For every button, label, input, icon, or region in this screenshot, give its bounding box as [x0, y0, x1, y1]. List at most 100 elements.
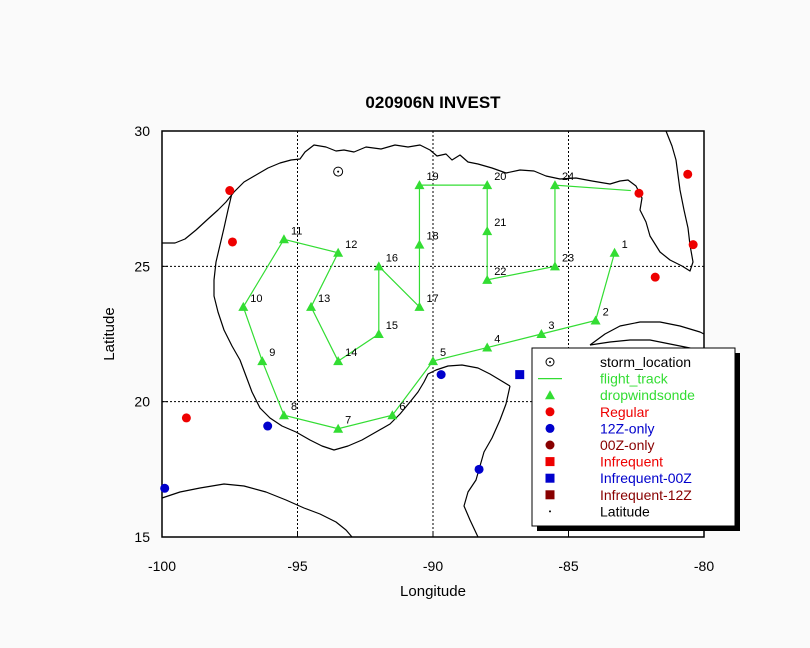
dropwindsonde-label: 24: [562, 171, 574, 183]
legend-infrequent-symbol: [545, 457, 555, 467]
dropwindsonde-label: 11: [291, 225, 302, 237]
dropwindsonde-label: 6: [399, 401, 405, 413]
dropwindsonde-marker: [387, 410, 398, 420]
dropwindsonde-label: 19: [426, 171, 438, 183]
dropwindsonde-marker: [306, 301, 317, 311]
legend-storm-location-label: storm_location: [600, 354, 691, 370]
legend-dropwindsonde-label: dropwindsonde: [600, 387, 695, 403]
dropwindsonde-label: 14: [345, 347, 357, 359]
dropwindsonde-marker: [333, 247, 344, 257]
regular-station-marker: [650, 272, 660, 282]
dropwindsonde-marker: [373, 261, 384, 271]
legend-infrequent-label: Infrequent: [600, 454, 663, 470]
regular-station-marker: [688, 240, 698, 250]
dropwindsonde-marker: [333, 356, 344, 366]
regular-station-marker: [634, 188, 644, 198]
y-axis-label: Latitude: [101, 307, 118, 360]
dropwindsonde-marker: [278, 234, 289, 244]
dropwindsonde-label: 1: [622, 239, 628, 251]
dropwindsonde-marker: [536, 329, 547, 338]
legend-z00-only-label: 00Z-only: [600, 437, 654, 453]
legend-box: [531, 347, 736, 527]
dropwindsonde-label: 9: [269, 347, 275, 359]
x-tick-label: -95: [287, 558, 307, 574]
legend-storm-location-symbol-center: [549, 361, 551, 363]
legend-regular-symbol: [545, 407, 555, 417]
y-tick-label: 20: [134, 394, 150, 410]
dropwindsonde-label: 16: [386, 252, 398, 264]
x-tick-label: -100: [148, 558, 176, 574]
dropwindsonde-label: 17: [426, 293, 438, 305]
storm-location: [333, 166, 344, 177]
dropwindsonde-marker: [257, 356, 268, 366]
dropwindsonde-marker: [549, 261, 560, 271]
legend-z00-only-symbol: [545, 440, 555, 450]
legend-items: storm_locationflight_trackdropwindsondeR…: [538, 354, 695, 519]
dropwindsonde-marker: [590, 315, 601, 325]
dropwindsonde-label: 18: [426, 231, 438, 243]
dropwindsonde-marker: [428, 356, 438, 366]
dropwindsonde-marker: [238, 301, 249, 311]
dropwindsonde-label: 20: [494, 171, 506, 183]
legend-latitude-label: Latitude: [600, 503, 650, 519]
legend-flight-track-label: flight_track: [600, 371, 669, 387]
legend-infrequent-00z-symbol: [545, 473, 555, 483]
legend-infrequent-12z-symbol: [545, 490, 555, 500]
dropwindsonde-label: 10: [250, 293, 262, 305]
legend: storm_locationflight_trackdropwindsondeR…: [531, 347, 740, 531]
dropwindsonde-label: 13: [318, 293, 330, 305]
regular-station-marker: [683, 169, 693, 179]
dropwindsonde-marker: [333, 423, 344, 433]
dropwindsonde-label: 8: [291, 401, 297, 413]
dropwindsonde-marker: [278, 410, 289, 420]
dropwindsonde-marker: [549, 180, 560, 190]
x-axis-label: Longitude: [400, 583, 466, 600]
x-tick-label: -85: [558, 558, 578, 574]
legend-storm-location-symbol: [545, 357, 555, 367]
dropwindsonde-label: 2: [603, 306, 609, 318]
regular-station-marker: [227, 237, 237, 247]
legend-infrequent-12z-label: Infrequent-12Z: [600, 487, 692, 503]
z12-only-station-marker: [263, 421, 273, 431]
legend-z12-only-symbol: [545, 423, 555, 433]
z12-only-station-marker: [160, 483, 170, 493]
y-tick-label: 15: [134, 529, 150, 545]
legend-latitude-symbol: [549, 510, 551, 513]
dropwindsonde-label: 5: [440, 347, 446, 359]
dropwindsonde-marker: [482, 226, 493, 236]
y-tick-label: 30: [134, 123, 150, 139]
legend-infrequent-00z-label: Infrequent-00Z: [600, 470, 692, 486]
dropwindsonde-marker: [414, 180, 425, 190]
legend-regular-label: Regular: [600, 404, 649, 420]
dropwindsonde-marker: [482, 274, 493, 284]
gulf-west-coast: [213, 192, 511, 451]
mexico-south-coast: [161, 483, 353, 538]
x-tick-label: -80: [694, 558, 714, 574]
chart-title: 020906N INVEST: [365, 93, 501, 112]
storm-location-marker: [333, 166, 344, 177]
legend-dropwindsonde-symbol: [545, 390, 555, 400]
dropwindsonde-marker: [609, 247, 620, 257]
infrequent-00z-station-marker: [515, 370, 525, 380]
y-tick-label: 25: [134, 258, 150, 274]
regular-station-marker: [225, 186, 235, 196]
dropwindsonde-label: 7: [345, 415, 351, 427]
dropwindsonde-label: 21: [494, 217, 506, 229]
dropwindsonde-marker: [373, 329, 384, 338]
cuba-outline: [589, 321, 705, 346]
dropwindsonde-marker: [414, 301, 425, 311]
z12-only-station-marker: [474, 464, 484, 474]
dropwindsonde-marker: [414, 239, 425, 249]
dropwindsonde-label: 3: [548, 320, 554, 332]
x-tick-label: -90: [423, 558, 443, 574]
dropwindsonde-label: 15: [386, 320, 398, 332]
dropwindsonde-marker: [482, 342, 493, 352]
dropwindsonde-label: 23: [562, 252, 574, 264]
z12-only-station-marker: [436, 370, 446, 380]
legend-z12-only-label: 12Z-only: [600, 420, 654, 436]
dropwindsonde-label: 4: [494, 334, 500, 346]
dropwindsonde-marker: [482, 180, 493, 190]
